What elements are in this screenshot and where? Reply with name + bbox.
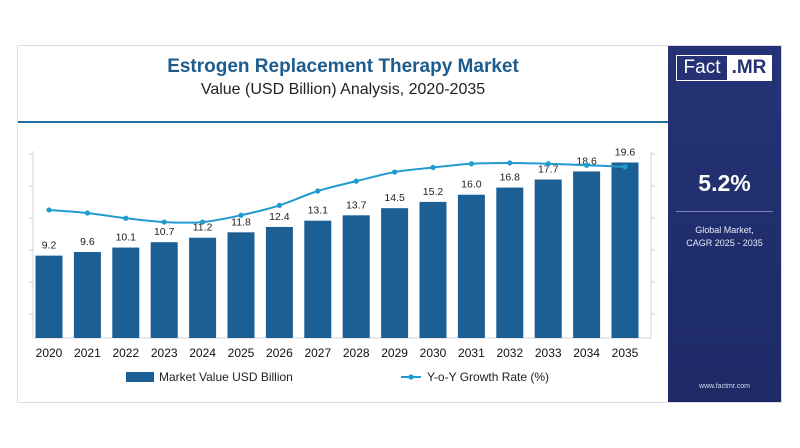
bar-2031 bbox=[457, 194, 485, 338]
x-tick-label-2030: 2030 bbox=[420, 346, 447, 360]
bar-2028 bbox=[342, 215, 370, 338]
bar-label-2025: 11.8 bbox=[231, 216, 251, 228]
growth-point-2023 bbox=[161, 219, 167, 225]
growth-point-2024 bbox=[200, 219, 206, 225]
bar-2026 bbox=[265, 226, 293, 338]
cagr-label-line1: Global Market, bbox=[695, 225, 754, 235]
legend-swatch-market-value bbox=[126, 372, 154, 382]
chart-frame: Estrogen Replacement Therapy Market Valu… bbox=[17, 45, 782, 403]
growth-point-2020 bbox=[46, 207, 52, 213]
cagr-value: 5.2% bbox=[698, 170, 751, 196]
bar-2030 bbox=[419, 201, 447, 338]
bar-label-2022: 10.1 bbox=[116, 232, 137, 244]
x-tick-label-2026: 2026 bbox=[266, 346, 293, 360]
title-divider bbox=[18, 121, 668, 123]
cagr-label-line2: CAGR 2025 - 2035 bbox=[686, 238, 763, 248]
cagr-label: Global Market, CAGR 2025 - 2035 bbox=[668, 224, 781, 250]
growth-point-2027 bbox=[315, 188, 321, 194]
growth-point-2034 bbox=[584, 162, 590, 168]
website-url: www.factmr.com bbox=[699, 383, 750, 390]
cagr-divider bbox=[676, 211, 773, 212]
legend-label-growth-rate: Y-o-Y Growth Rate (%) bbox=[427, 370, 549, 384]
growth-point-2032 bbox=[507, 160, 513, 166]
growth-point-2026 bbox=[276, 202, 282, 209]
chart-plot: 9.2 2020 9.6 2021 10.1 2022 10.7 2023 11.2 2024 11… bbox=[29, 146, 655, 384]
bar-label-2021: 9.6 bbox=[80, 236, 95, 248]
x-tick-label-2021: 2021 bbox=[74, 346, 101, 360]
growth-point-2025 bbox=[238, 212, 244, 218]
bar-label-2032: 16.8 bbox=[500, 172, 521, 184]
bar-2033 bbox=[534, 179, 562, 338]
bar-label-2030: 15.2 bbox=[423, 186, 444, 198]
x-tick-label-2031: 2031 bbox=[458, 346, 485, 360]
growth-point-2031 bbox=[468, 161, 474, 167]
bar-2024 bbox=[189, 237, 217, 338]
bar-label-2028: 13.7 bbox=[346, 199, 367, 211]
bar-label-2029: 14.5 bbox=[384, 192, 405, 204]
bar-label-2020: 9.2 bbox=[42, 240, 57, 252]
growth-rate-line bbox=[48, 161, 626, 224]
bar-label-2033: 17.7 bbox=[538, 164, 559, 176]
x-tick-label-2027: 2027 bbox=[304, 346, 331, 360]
x-tick-label-2025: 2025 bbox=[228, 346, 255, 360]
factmr-logo: Fact .MR bbox=[676, 55, 772, 81]
bar-2023 bbox=[150, 242, 178, 338]
chart-subtitle: Value (USD Billion) Analysis, 2020-2035 bbox=[200, 81, 486, 98]
chart-title: Estrogen Replacement Therapy Market bbox=[167, 56, 519, 77]
logo-text-fact: Fact bbox=[683, 57, 721, 78]
sidebar-panel: Fact .MR 5.2% Global Market, CAGR 2025 -… bbox=[668, 46, 781, 402]
x-tick-label-2024: 2024 bbox=[189, 346, 216, 360]
x-tick-label-2028: 2028 bbox=[343, 346, 370, 360]
bar-2022 bbox=[112, 247, 140, 338]
legend-marker-growth-rate bbox=[408, 374, 414, 380]
x-tick-label-2032: 2032 bbox=[496, 346, 523, 360]
growth-point-2029 bbox=[392, 169, 398, 175]
bar-label-2027: 13.1 bbox=[308, 205, 329, 217]
bar-label-2035: 19.6 bbox=[615, 146, 636, 158]
bar-2021 bbox=[73, 252, 101, 338]
x-tick-label-2035: 2035 bbox=[612, 346, 639, 360]
bar-2032 bbox=[496, 187, 524, 338]
legend-label-market-value: Market Value USD Billion bbox=[159, 370, 293, 384]
bar-2027 bbox=[304, 220, 332, 338]
bar-2025 bbox=[227, 232, 255, 338]
growth-point-2030 bbox=[430, 164, 436, 171]
growth-point-2021 bbox=[84, 210, 90, 216]
x-tick-label-2029: 2029 bbox=[381, 346, 408, 360]
x-tick-label-2022: 2022 bbox=[112, 346, 139, 360]
x-tick-label-2020: 2020 bbox=[36, 346, 63, 360]
bar-2035 bbox=[611, 162, 639, 338]
growth-point-2035 bbox=[622, 164, 628, 170]
bar-2029 bbox=[381, 208, 409, 338]
x-tick-label-2023: 2023 bbox=[151, 346, 178, 360]
bar-label-2023: 10.7 bbox=[154, 226, 175, 238]
bar-2034 bbox=[573, 171, 601, 338]
chart-area: Estrogen Replacement Therapy Market Valu… bbox=[18, 46, 668, 402]
growth-point-2033 bbox=[545, 161, 551, 167]
x-tick-label-2034: 2034 bbox=[573, 346, 600, 360]
logo-text-mr: .MR bbox=[727, 56, 771, 80]
x-tick-label-2033: 2033 bbox=[535, 346, 562, 360]
bar-label-2031: 16.0 bbox=[461, 179, 482, 191]
bar-label-2024: 11.2 bbox=[193, 222, 213, 234]
bar-label-2026: 12.4 bbox=[269, 211, 290, 223]
growth-point-2028 bbox=[353, 178, 359, 184]
growth-point-2022 bbox=[123, 215, 129, 221]
bar-2020 bbox=[35, 255, 63, 338]
